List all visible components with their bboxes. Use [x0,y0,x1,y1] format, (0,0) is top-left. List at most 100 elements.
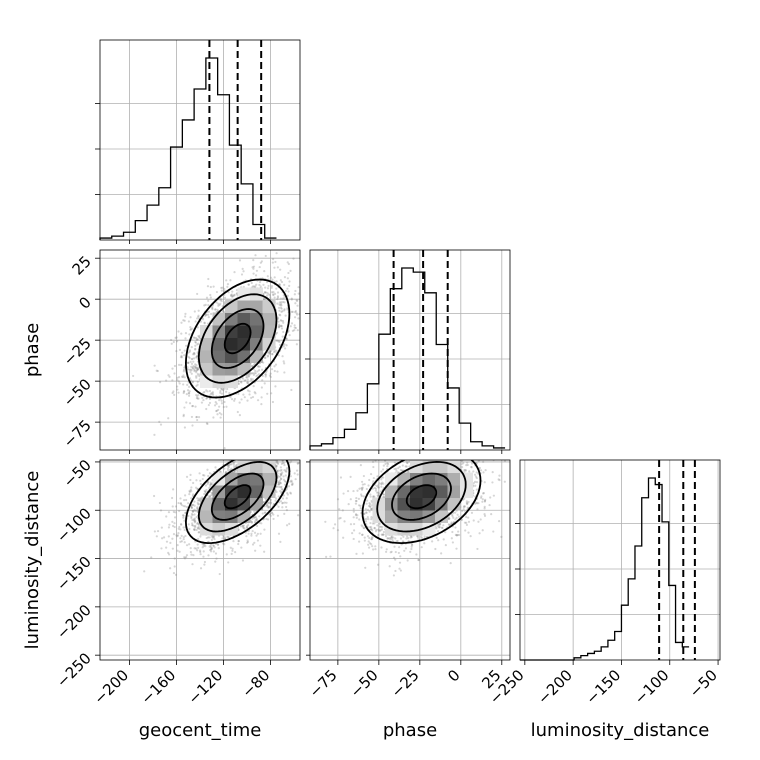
sample-point [192,336,195,339]
sample-point [280,485,283,489]
sample-point [193,504,196,507]
sample-point [216,543,220,546]
sample-point [182,374,185,377]
sample-point [286,493,289,496]
sample-point [276,445,278,447]
sample-point [187,391,190,395]
sample-point [197,527,200,530]
sample-point [264,375,267,378]
sample-point [296,462,299,465]
sample-point [261,453,263,455]
sample-point [198,531,201,534]
sample-point [197,531,200,534]
sample-point [268,351,271,354]
sample-point [183,528,186,532]
sample-point [205,396,208,400]
sample-point [227,535,230,538]
sample-point [194,367,197,370]
sample-point [204,490,207,493]
sample-point [190,553,193,556]
sample-point [210,392,213,395]
sample-point [269,514,272,517]
sample-point [259,446,261,448]
sample-point [294,310,297,313]
density-geocent_time-phase [132,252,305,450]
sample-point [261,379,264,382]
sample-point [262,454,264,456]
sample-point [242,270,245,273]
sample-point [229,293,233,297]
sample-point [276,462,279,465]
sample-point [213,546,216,549]
sample-point [279,306,283,309]
sample-point [182,391,185,395]
sample-point [279,268,282,271]
sample-point [242,393,245,396]
sample-point [274,499,277,502]
sample-point [290,432,292,434]
sample-point [201,543,204,546]
sample-point [220,402,224,405]
sample-point [171,505,174,508]
sample-point [185,544,189,547]
sample-point [220,300,223,303]
sample-point [275,287,278,290]
sample-point [277,320,280,323]
sample-point [195,338,198,341]
sample-point [251,454,253,456]
sample-point [259,440,261,442]
sample-point [177,380,181,383]
sample-point [214,552,218,555]
sample-point [167,551,170,554]
sample-point [279,297,282,300]
sample-point [286,308,289,311]
sample-point [208,397,212,400]
sample-point [192,518,195,521]
sample-point [242,526,245,529]
sample-point [273,365,276,368]
sample-point [225,279,228,282]
sample-point [292,439,294,441]
density-cell [237,337,251,351]
sample-point [215,409,218,413]
sample-point [279,325,282,328]
sample-point [226,535,229,538]
sample-point [202,550,205,553]
sample-point [223,296,227,299]
sample-point [270,291,274,294]
sample-point [190,497,193,500]
sample-point [156,529,160,533]
sample-point [281,471,284,474]
sample-point [132,374,135,378]
sample-point [238,455,240,457]
sample-point [237,528,240,531]
sample-point [266,518,270,521]
sample-point [193,353,196,356]
sample-point [172,533,176,536]
sample-point [223,537,226,540]
sample-point [283,276,287,279]
sample-point [203,543,206,546]
sample-point [285,468,288,471]
sample-point [214,401,217,404]
sample-point [303,306,305,308]
sample-point [193,528,196,531]
sample-point [176,544,179,547]
sample-point [197,314,200,317]
sample-point [285,501,288,504]
sample-point [185,401,188,404]
sample-point [299,455,301,457]
sample-point [292,456,294,458]
sample-point [180,503,183,507]
sample-point [223,400,226,404]
sample-point [246,399,249,402]
sample-point [285,509,289,512]
sample-point [277,306,281,309]
sample-point [188,385,191,388]
sample-point [194,340,197,344]
sample-point [279,482,282,485]
sample-point [202,545,205,548]
sample-point [283,371,286,374]
sample-point [211,393,215,396]
sample-point [275,252,278,255]
